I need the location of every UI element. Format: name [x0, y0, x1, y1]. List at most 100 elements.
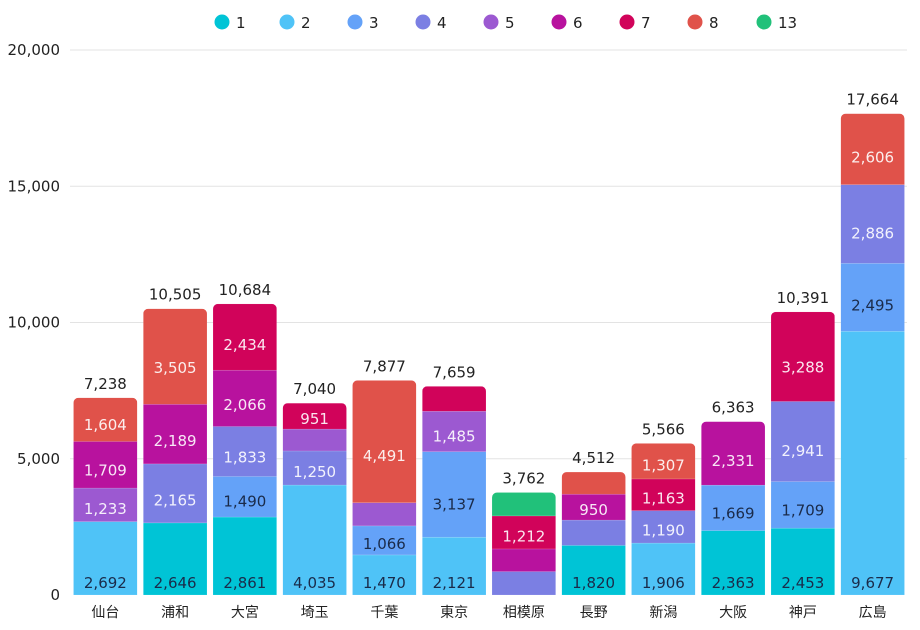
bar-segment-series-2 — [422, 536, 486, 596]
bar-segment-series-6 — [701, 421, 765, 486]
bar-segment-series-8 — [143, 308, 207, 405]
bar-segments — [143, 308, 207, 596]
bar-total-label: 17,664 — [846, 91, 899, 109]
bar-segment-series-7 — [631, 478, 696, 511]
bar-segment-series-13 — [492, 492, 556, 517]
segment-label: 2,941 — [781, 442, 824, 460]
legend-item-6[interactable]: 6 — [551, 14, 583, 32]
legend-item-3[interactable]: 3 — [347, 14, 379, 32]
segment-label: 2,165 — [154, 491, 197, 509]
x-axis: 仙台 浦和 大宮 埼玉 千葉 東京 相模原 長野 新潟 大阪 神戸 広島 — [91, 605, 886, 621]
legend-item-2[interactable]: 2 — [279, 14, 311, 32]
bar-segment-series-3 — [701, 484, 765, 531]
segment-label: 2,066 — [223, 396, 266, 414]
bar-segments — [771, 311, 835, 596]
segment-label: 1,212 — [502, 527, 545, 545]
bar-total-label: 6,363 — [712, 399, 755, 417]
bar-total-label: 7,659 — [433, 363, 476, 381]
legend-item-8[interactable]: 8 — [687, 14, 719, 32]
segment-label: 1,163 — [642, 490, 685, 508]
legend-swatch-4 — [415, 14, 431, 30]
x-category-label: 東京 — [440, 605, 468, 621]
bar-stack-神戸: 2,453 1,709 2,941 3,288 10,391 — [771, 289, 835, 596]
bar-total-label: 5,566 — [642, 420, 685, 438]
bar-segment-series-8 — [840, 113, 905, 185]
bar-segment-series-5 — [422, 411, 486, 452]
bar-stack-長野: 1,820 950 4,512 — [561, 449, 626, 596]
legend-item-1[interactable]: 1 — [214, 14, 246, 32]
segment-label: 2,692 — [84, 574, 127, 592]
bar-stack-大宮: 2,861 1,490 1,833 2,066 2,434 10,684 — [213, 281, 277, 596]
segment-label: 3,288 — [781, 358, 824, 376]
segment-label: 2,495 — [851, 296, 894, 314]
bar-segment-series-1 — [701, 530, 765, 596]
bars: 2,692 1,233 1,709 1,604 7,238 2,646 2,165 2,189… — [73, 91, 905, 596]
segment-label: 1,669 — [712, 504, 755, 522]
segment-label: 1,709 — [781, 501, 824, 519]
bar-segment-series-1 — [771, 527, 835, 596]
segment-label: 1,250 — [293, 463, 336, 481]
bar-total-label: 7,877 — [363, 357, 406, 375]
bar-segments — [631, 443, 696, 596]
bar-segment-series-3 — [422, 451, 486, 538]
y-tick-label: 10,000 — [8, 314, 61, 332]
x-category-label: 大宮 — [231, 605, 259, 621]
bar-segment-series-2 — [73, 521, 138, 596]
bar-segment-series-4 — [143, 463, 207, 524]
bar-segment-series-2 — [631, 542, 696, 596]
bar-segments — [73, 397, 138, 596]
y-tick-label: 5,000 — [17, 450, 60, 468]
x-category-label: 新潟 — [649, 605, 677, 621]
bar-segment-series-5 — [352, 502, 417, 527]
legend-label-3: 3 — [369, 14, 379, 32]
bar-segments — [352, 380, 417, 596]
x-category-label: 千葉 — [370, 605, 398, 621]
bar-segments — [701, 421, 765, 596]
legend-swatch-6 — [551, 14, 567, 30]
legend-item-7[interactable]: 7 — [619, 14, 651, 32]
segment-label: 4,491 — [363, 447, 406, 465]
legend-swatch-5 — [483, 14, 499, 30]
bar-segment-series-8 — [73, 397, 138, 442]
legend-label-1: 1 — [236, 14, 246, 32]
bar-stack-相模原: 1,212 3,762 — [492, 469, 556, 596]
bar-segment-series-3 — [771, 481, 835, 529]
bar-segments — [561, 472, 626, 596]
legend-swatch-13 — [756, 14, 772, 30]
legend-label-6: 6 — [573, 14, 583, 32]
bar-segment-series-7 — [282, 403, 347, 430]
segment-label: 2,363 — [712, 574, 755, 592]
bar-segment-series-8 — [352, 380, 417, 503]
segment-label: 2,606 — [851, 149, 894, 167]
bar-segment-series-8 — [561, 472, 626, 495]
segment-label: 1,906 — [642, 574, 685, 592]
segment-label: 1,307 — [642, 456, 685, 474]
legend-item-4[interactable]: 4 — [415, 14, 447, 32]
bar-stack-東京: 2,121 3,137 1,485 7,659 — [422, 363, 486, 596]
bar-stack-浦和: 2,646 2,165 2,189 3,505 10,505 — [143, 286, 207, 596]
bar-segment-series-1 — [213, 516, 277, 596]
segment-label: 1,820 — [572, 574, 615, 592]
legend-item-5[interactable]: 5 — [483, 14, 515, 32]
bar-segment-series-7 — [422, 386, 486, 412]
legend-swatch-1 — [214, 14, 230, 30]
bar-segment-series-3 — [213, 476, 277, 518]
bar-segments — [282, 403, 347, 596]
bar-total-label: 7,238 — [84, 375, 127, 393]
bar-total-label: 10,505 — [149, 286, 202, 304]
x-category-label: 相模原 — [503, 605, 545, 621]
bar-stack-仙台: 2,692 1,233 1,709 1,604 7,238 — [73, 375, 138, 596]
segment-label: 1,470 — [363, 574, 406, 592]
bar-total-label: 10,391 — [777, 289, 830, 307]
segment-label: 1,604 — [84, 416, 127, 434]
segment-label: 1,709 — [84, 461, 127, 479]
bar-segment-series-6 — [73, 441, 138, 489]
bar-segment-series-7 — [213, 303, 277, 371]
x-category-label: 浦和 — [161, 605, 189, 621]
segment-label: 2,646 — [154, 574, 197, 592]
segment-label: 2,453 — [781, 574, 824, 592]
segment-label: 1,490 — [223, 493, 266, 511]
legend-item-13[interactable]: 13 — [756, 14, 798, 32]
bar-stack-千葉: 1,470 1,066 4,491 7,877 — [352, 357, 417, 596]
